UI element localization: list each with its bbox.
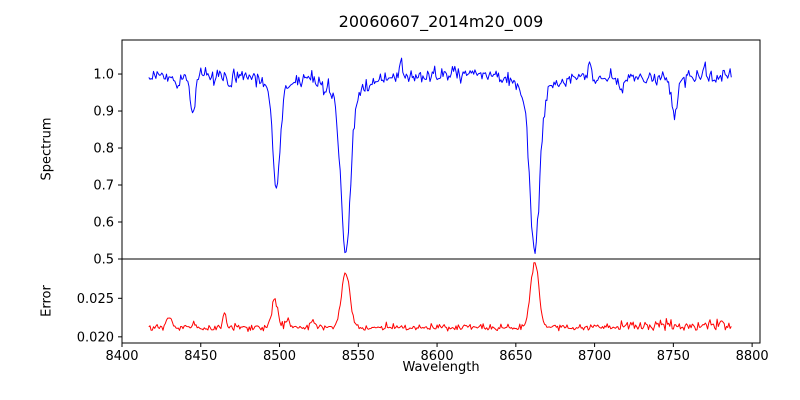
chart-title: 20060607_2014m20_009 bbox=[338, 12, 544, 31]
y-axis-tick-label-spectrum: 1.0 bbox=[93, 68, 114, 83]
y-axis-tick-label-spectrum: 0.5 bbox=[93, 253, 114, 268]
x-axis-tick-label: 8700 bbox=[578, 349, 611, 364]
y-axis-tick-label-error: 0.025 bbox=[77, 292, 114, 307]
y-axis-tick-label-error: 0.020 bbox=[77, 330, 114, 345]
y-axis-tick-label-spectrum: 0.6 bbox=[93, 216, 114, 231]
x-axis-tick-label: 8800 bbox=[736, 349, 769, 364]
x-axis-tick-label: 8400 bbox=[105, 349, 138, 364]
y-axis-tick-label-spectrum: 0.8 bbox=[93, 142, 114, 157]
x-axis-tick-label: 8600 bbox=[421, 349, 454, 364]
x-axis-label: Wavelength bbox=[402, 360, 480, 375]
x-axis-tick-label: 8750 bbox=[657, 349, 690, 364]
x-axis-tick-label: 8500 bbox=[263, 349, 296, 364]
error-line bbox=[148, 262, 732, 333]
y-axis-tick-label-spectrum: 0.7 bbox=[93, 179, 114, 194]
x-axis-tick-label: 8650 bbox=[499, 349, 532, 364]
axes-frame-error bbox=[121, 258, 761, 344]
x-axis-tick-label: 8550 bbox=[342, 349, 375, 364]
x-axis-tick-label: 8450 bbox=[184, 349, 217, 364]
spectrum-line bbox=[148, 57, 732, 254]
y-axis-tick-label-spectrum: 0.9 bbox=[93, 105, 114, 120]
